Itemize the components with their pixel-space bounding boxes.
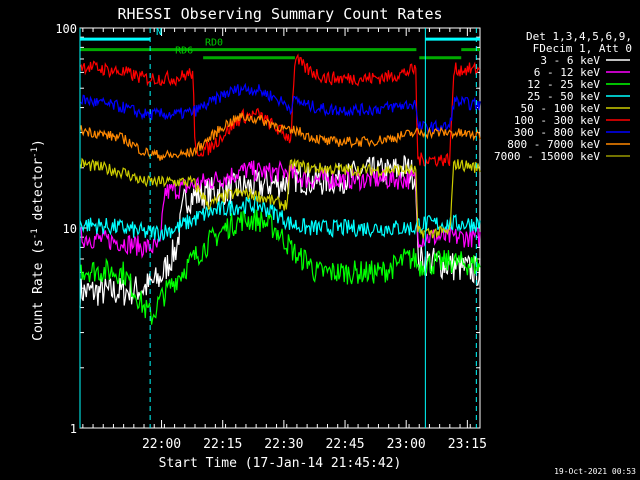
x-tick-label: 22:15 bbox=[203, 437, 242, 452]
series-lines bbox=[79, 53, 481, 325]
legend-entry-label: 3 - 6 keV bbox=[540, 54, 600, 67]
series-line bbox=[79, 53, 481, 168]
legend-entry-label: 300 - 800 keV bbox=[514, 126, 600, 139]
series-line bbox=[79, 209, 481, 325]
x-tick-label: 22:30 bbox=[264, 437, 303, 452]
series-line bbox=[79, 157, 481, 239]
x-tick-label: 22:45 bbox=[325, 437, 364, 452]
x-tick-label: 23:15 bbox=[448, 437, 487, 452]
y-axis-label: Count Rate (s-1 detector-1) bbox=[30, 139, 46, 341]
x-tick-label: 23:00 bbox=[387, 437, 426, 452]
legend-entry-label: 25 - 50 keV bbox=[527, 90, 600, 103]
legend-entry-label: 50 - 100 keV bbox=[521, 102, 601, 115]
legend-header-line-2: FDecim 1, Att 0 bbox=[533, 42, 632, 55]
y-tick-label: 100 bbox=[55, 22, 77, 36]
y-axis-label-main: Count Rate (s bbox=[31, 239, 46, 341]
y-tick-label: 10 bbox=[63, 222, 77, 236]
overlay-label: RD0 bbox=[205, 38, 223, 49]
y-axis-label-close: ) bbox=[31, 139, 46, 147]
y-axis-label-tail: detector bbox=[31, 158, 46, 229]
x-tick-label: 22:00 bbox=[142, 437, 181, 452]
legend-entry-label: 7000 - 15000 keV bbox=[494, 150, 600, 163]
y-axis-label-exponent-a: -1 bbox=[30, 228, 40, 239]
series-line bbox=[79, 82, 481, 134]
legend: Det 1,3,4,5,6,9, FDecim 1, Att 0 3 - 6 k… bbox=[494, 30, 632, 163]
overlay-label: N bbox=[156, 27, 162, 38]
legend-entry-label: 800 - 7000 keV bbox=[507, 138, 600, 151]
observing-flag-bars: N RD0 RD6 bbox=[80, 27, 480, 60]
y-axis-label-exponent-b: -1 bbox=[30, 147, 40, 158]
series-line bbox=[79, 195, 481, 243]
series-line bbox=[79, 112, 481, 161]
legend-entry-label: 100 - 300 keV bbox=[514, 114, 600, 127]
legend-entry-label: 6 - 12 keV bbox=[534, 66, 601, 79]
y-tick-label: 1 bbox=[70, 422, 77, 436]
x-axis-label: Start Time (17-Jan-14 21:45:42) bbox=[159, 456, 402, 471]
legend-entry-label: 12 - 25 keV bbox=[527, 78, 600, 91]
axis-ticks: 1 10 100 22:00 22:15 22:30 22:45 23:00 23:15 bbox=[55, 22, 487, 452]
overlay-label: RD6 bbox=[175, 46, 193, 57]
chart-title: RHESSI Observing Summary Count Rates bbox=[117, 5, 442, 23]
timestamp: 19-Oct-2021 00:53 bbox=[554, 467, 636, 476]
event-vertical-lines bbox=[79, 28, 477, 428]
series-line bbox=[79, 155, 481, 308]
series-line bbox=[79, 160, 481, 259]
legend-header-line-1: Det 1,3,4,5,6,9, bbox=[526, 30, 632, 43]
